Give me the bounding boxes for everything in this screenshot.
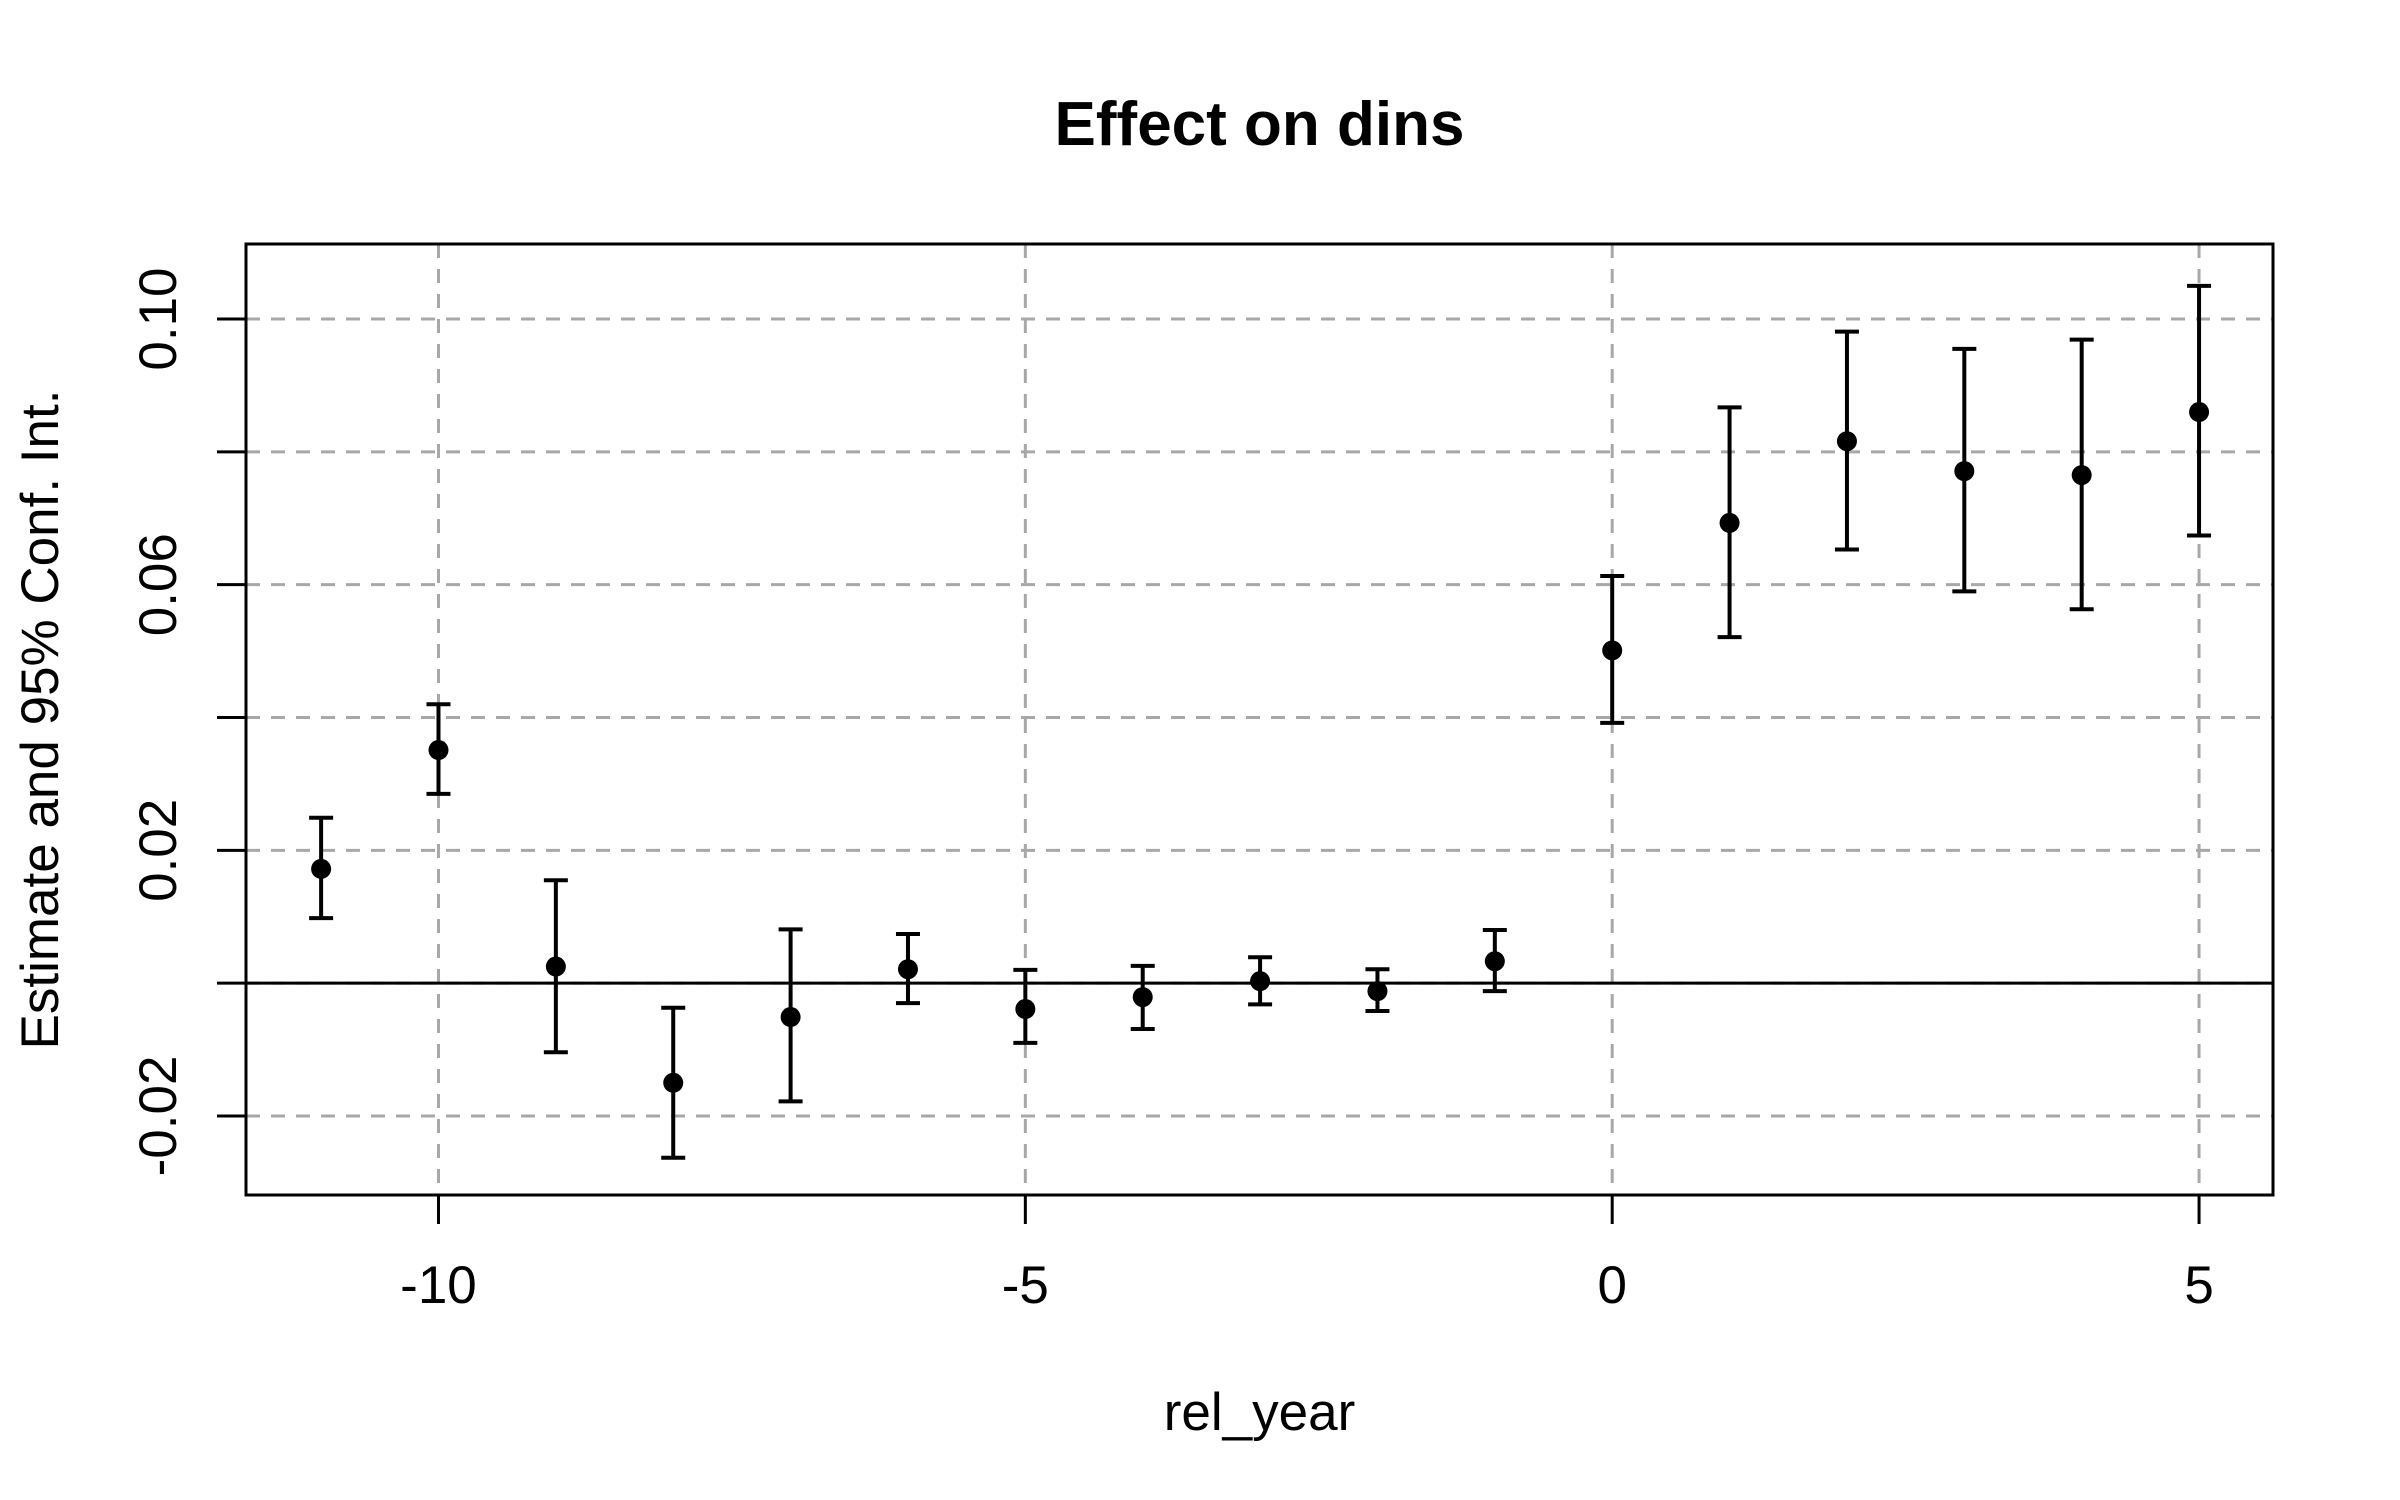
point-marker — [1954, 461, 1975, 482]
point-marker — [1602, 640, 1623, 661]
x-tick-label: -5 — [1002, 1256, 1049, 1315]
point-marker — [663, 1072, 684, 1093]
y-tick-label: 0.06 — [129, 533, 188, 636]
error-bar-point — [1600, 574, 1625, 725]
point-marker — [1367, 981, 1388, 1002]
chart-title: Effect on dins — [1055, 90, 1465, 159]
error-bar-point — [1834, 329, 1859, 552]
point-marker — [1719, 512, 1740, 533]
x-tick-label: 5 — [2184, 1256, 2213, 1315]
error-bar-point — [1248, 955, 1273, 1007]
error-bar-point — [1013, 967, 1038, 1045]
point-marker — [897, 959, 918, 980]
y-tick-label: 0.02 — [129, 799, 188, 902]
point-marker — [428, 740, 449, 761]
point-marker — [545, 956, 566, 977]
data-layer — [309, 283, 2212, 1160]
error-bar-point — [895, 932, 920, 1006]
x-tick-label: 0 — [1597, 1256, 1626, 1315]
x-axis-label: rel_year — [1164, 1383, 1355, 1442]
y-axis-label: Estimate and 95% Conf. Int. — [11, 390, 70, 1050]
error-bar-point — [2069, 337, 2094, 612]
error-bar-point — [1365, 967, 1390, 1014]
point-marker — [1132, 987, 1153, 1008]
point-marker — [1015, 999, 1036, 1020]
y-axis: -0.02 0.02 0.06 0.10 — [129, 267, 246, 1176]
error-bar-point — [309, 815, 334, 921]
point-marker — [2071, 465, 2092, 486]
error-bar-point — [1130, 963, 1155, 1031]
error-bar-point — [1717, 405, 1742, 640]
y-tick-label: -0.02 — [129, 1056, 188, 1177]
point-marker — [1836, 431, 1857, 452]
point-marker — [1484, 951, 1505, 972]
x-axis: -10 -5 0 5 — [400, 1195, 2214, 1315]
error-bar-point — [2187, 283, 2212, 538]
point-marker — [2189, 402, 2210, 423]
error-bar-point — [543, 878, 568, 1055]
error-bar-point — [426, 702, 451, 796]
point-marker — [311, 858, 332, 879]
error-bar-point — [778, 927, 803, 1104]
error-bar-point — [1482, 928, 1507, 994]
y-tick-label: 0.10 — [129, 267, 188, 370]
error-bar-point — [661, 1005, 686, 1160]
point-marker — [1250, 971, 1271, 992]
x-tick-label: -10 — [400, 1256, 477, 1315]
plot-frame — [244, 242, 2275, 1197]
error-bar-point — [1952, 346, 1977, 594]
point-marker — [780, 1007, 801, 1028]
